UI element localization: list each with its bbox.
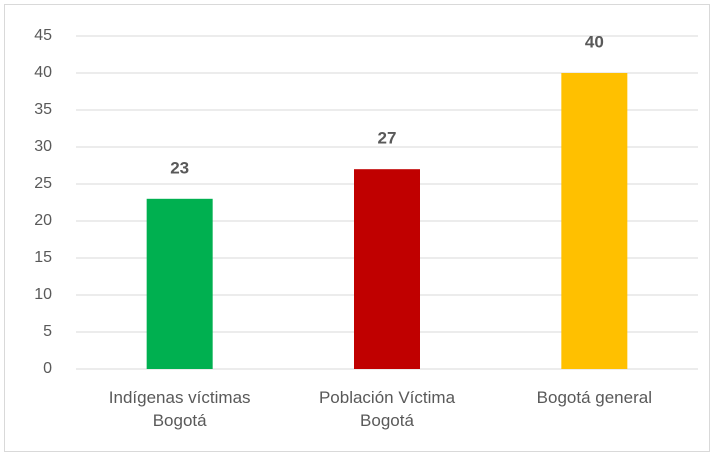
data-label: 23 [170,158,189,177]
y-tick-label: 35 [34,101,52,118]
y-tick-label: 30 [34,138,52,155]
x-tick-label: Indígenas víctimas Bogotá [108,388,251,430]
bar [354,169,420,369]
y-tick-label: 5 [43,323,52,340]
bar [561,73,628,369]
data-label: 40 [585,32,604,51]
y-tick-label: 0 [43,360,52,377]
y-tick-label: 45 [34,27,52,44]
data-label: 27 [378,129,397,148]
y-tick-label: 10 [34,286,52,303]
bar [146,198,213,369]
y-tick-label: 25 [34,175,52,192]
x-tick-label: Población Víctima Bogotá [318,388,456,430]
x-tick-label: Bogotá general [536,388,652,407]
y-tick-label: 15 [34,249,52,266]
y-tick-label: 40 [34,64,52,81]
y-tick-label: 20 [34,212,52,229]
